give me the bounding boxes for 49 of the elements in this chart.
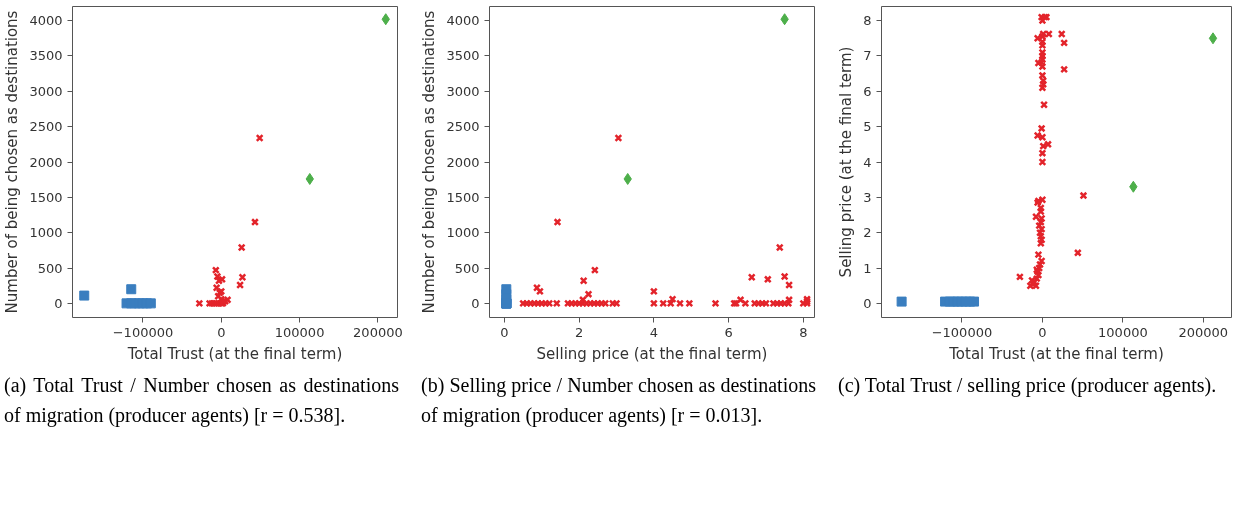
- y-tick-label: 0: [471, 295, 480, 311]
- y-tick-label: 1500: [446, 189, 480, 205]
- y-tick-label: 6: [863, 83, 872, 99]
- text: (c) Total Trust / selling price (producer agents).: [838, 373, 1217, 399]
- x-axis-title: Total Trust (at the final term): [948, 344, 1164, 363]
- y-tick-label: 4000: [446, 13, 480, 29]
- x-tick-label: 0: [500, 324, 509, 340]
- y-tick-label: 4: [863, 154, 872, 170]
- y-tick-label: 7: [863, 48, 872, 64]
- y-tick-label: 5: [863, 119, 872, 135]
- x-axis-title: Total Trust (at the final term): [126, 344, 343, 363]
- y-tick-label: 500: [37, 260, 63, 276]
- y-tick-label: 2500: [29, 119, 63, 135]
- x-tick-label: 100000: [274, 324, 325, 340]
- y-tick-label: 1: [863, 260, 872, 276]
- y-tick-label: 2000: [29, 154, 63, 170]
- y-tick-label: 3000: [446, 83, 480, 99]
- y-tick-label: 500: [454, 260, 480, 276]
- y-tick-label: 0: [54, 295, 63, 311]
- y-tick-label: 8: [863, 13, 872, 29]
- y-axis-title: Selling price (at the final term): [837, 46, 856, 278]
- x-tick-label: −100000: [112, 324, 174, 340]
- y-tick-label: 2000: [446, 154, 480, 170]
- y-axis-title: Number of being chosen as destinations: [3, 10, 22, 314]
- y-tick-label: 1000: [29, 225, 63, 241]
- y-axis-title: Number of being chosen as destinations: [420, 10, 439, 314]
- y-tick-label: 3000: [29, 83, 63, 99]
- text: (a) Total Trust / Number chosen as destinations of migration (producer agents) [r = 0.538].: [4, 373, 399, 429]
- x-tick-label: −100000: [931, 324, 993, 340]
- y-tick-label: 3: [863, 189, 872, 205]
- x-tick-label: 4: [649, 324, 659, 340]
- x-tick-label: 100000: [1098, 324, 1148, 340]
- x-axis-title: Selling price (at the final term): [536, 344, 768, 363]
- text: (b) Selling price / Number chosen as destinations of migration (producer agents) [r = 0.013].: [421, 373, 816, 429]
- y-tick-label: 2500: [446, 119, 480, 135]
- y-tick-label: 1500: [29, 189, 63, 205]
- x-tick-label: 6: [724, 324, 733, 340]
- y-tick-label: 4000: [29, 13, 63, 29]
- y-tick-label: 2: [863, 225, 872, 241]
- x-tick-label: 2: [575, 324, 584, 340]
- x-tick-label: 8: [799, 324, 808, 340]
- y-tick-label: 0: [863, 295, 872, 311]
- x-tick-label: 0: [1038, 324, 1047, 340]
- x-tick-label: 200000: [353, 324, 403, 340]
- y-tick-label: 3500: [29, 48, 63, 64]
- y-tick-label: 1000: [446, 225, 480, 241]
- x-tick-label: 200000: [1178, 324, 1229, 340]
- x-tick-label: 0: [217, 324, 226, 340]
- y-tick-label: 3500: [446, 48, 480, 64]
